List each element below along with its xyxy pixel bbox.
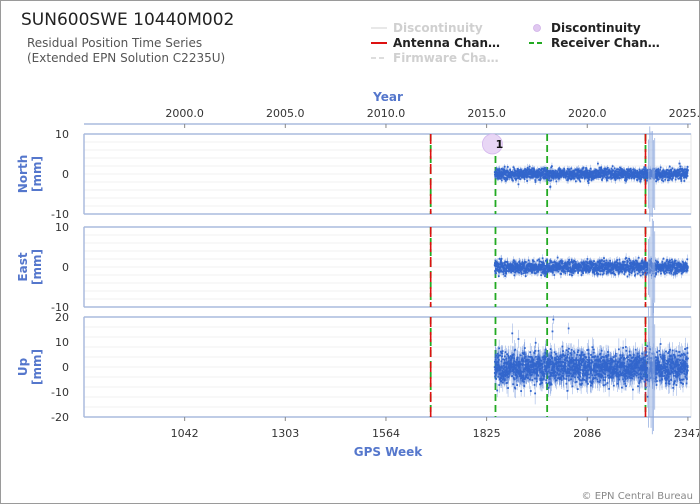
data-point — [614, 274, 616, 276]
data-point — [499, 169, 501, 171]
y-tick-label: 10 — [55, 128, 69, 141]
data-point — [564, 273, 566, 275]
top-tick-label: 2025.0 — [669, 107, 699, 120]
data-point — [614, 167, 616, 169]
data-point — [680, 166, 682, 168]
data-point — [611, 168, 613, 170]
data-point — [536, 260, 538, 262]
data-point — [498, 275, 500, 277]
data-point — [531, 167, 533, 169]
y-axis-title: East — [16, 252, 30, 281]
legend-item-3[interactable]: Receiver Chan… — [529, 36, 660, 50]
y-axis-title: [mm] — [30, 156, 44, 192]
data-point — [678, 163, 680, 165]
data-point — [519, 178, 521, 180]
data-point — [575, 180, 577, 182]
data-point — [529, 166, 531, 168]
data-point — [553, 274, 555, 276]
data-point — [547, 179, 549, 181]
y-axis-title: North — [16, 155, 30, 193]
data-point — [677, 178, 679, 180]
data-point — [662, 180, 664, 182]
data-point — [672, 167, 674, 169]
data-point — [603, 273, 605, 275]
data-point — [687, 175, 689, 177]
data-point — [599, 273, 601, 275]
data-point — [549, 186, 551, 188]
data-point — [675, 179, 677, 181]
data-point — [521, 273, 523, 275]
discontinuity-label: 1 — [496, 138, 504, 151]
y-tick-label: 10 — [55, 221, 69, 234]
top-tick-label: 2010.0 — [367, 107, 406, 120]
y-tick-label: 0 — [62, 261, 69, 274]
data-point — [501, 258, 503, 260]
data-point — [687, 169, 689, 171]
legend-label: Discontinuity — [551, 21, 641, 35]
legend-marker — [534, 25, 541, 32]
data-point — [495, 272, 497, 274]
data-point — [612, 165, 614, 167]
data-point — [645, 167, 647, 169]
data-point — [687, 166, 689, 168]
data-point — [597, 163, 599, 165]
data-point — [660, 167, 662, 169]
data-point — [526, 180, 528, 182]
legend-item-2[interactable]: Antenna Chan… — [371, 36, 500, 50]
data-point — [626, 179, 628, 181]
data-point — [513, 166, 515, 168]
chart-subtitle-line1: Residual Position Time Series — [27, 36, 202, 50]
data-point — [535, 181, 537, 183]
data-point — [551, 165, 553, 167]
legend-item-0[interactable]: Discontinuity — [371, 21, 483, 35]
data-point — [504, 166, 506, 168]
legend-label: Antenna Chan… — [393, 36, 500, 50]
legend-label: Receiver Chan… — [551, 36, 660, 50]
data-point — [525, 275, 527, 277]
top-tick-label: 2020.0 — [568, 107, 607, 120]
data-point — [549, 265, 551, 267]
top-tick-label: 2015.0 — [467, 107, 506, 120]
data-point — [573, 178, 575, 180]
chart-title: SUN600SWE 10440M002 — [21, 10, 234, 30]
data-point — [669, 166, 671, 168]
panels: 2000.02005.02010.02015.02020.02025.0100-… — [16, 107, 699, 440]
y-axis-title: [mm] — [30, 249, 44, 285]
y-tick-label: 0 — [62, 168, 69, 181]
data-point — [555, 180, 557, 182]
top-tick-label: 2000.0 — [165, 107, 204, 120]
data-point — [540, 274, 542, 276]
data-point — [526, 272, 528, 274]
chart-subtitle-line2: (Extended EPN Solution C2235U) — [27, 51, 225, 65]
y-tick-label: -10 — [51, 208, 69, 221]
data-point — [557, 257, 559, 259]
data-point — [518, 183, 520, 185]
data-point — [616, 259, 618, 261]
legend-label: Discontinuity — [393, 21, 483, 35]
data-point — [683, 180, 685, 182]
legend-item-4[interactable]: Firmware Cha… — [371, 51, 499, 65]
data-point — [496, 168, 498, 170]
data-point — [539, 261, 541, 263]
data-point — [533, 261, 535, 263]
data-point — [664, 179, 666, 181]
panel-north: 10 0 -10 North [mm] 1 — [16, 126, 691, 221]
data-point — [563, 176, 565, 178]
data-point — [607, 167, 609, 169]
legend-label: Firmware Cha… — [393, 51, 499, 65]
data-point — [507, 166, 509, 168]
data-point — [571, 274, 573, 276]
data-point — [612, 170, 614, 172]
data-point — [512, 180, 514, 182]
data-point — [579, 181, 581, 183]
top-tick-label: 2005.0 — [266, 107, 305, 120]
data-point — [590, 168, 592, 170]
legend-item-1[interactable]: Discontinuity — [534, 21, 641, 35]
data-point — [603, 260, 605, 262]
top-year-axis: 2000.0 2005.0 2010.0 2015.0 2020.0 2025.0 — [84, 107, 699, 128]
